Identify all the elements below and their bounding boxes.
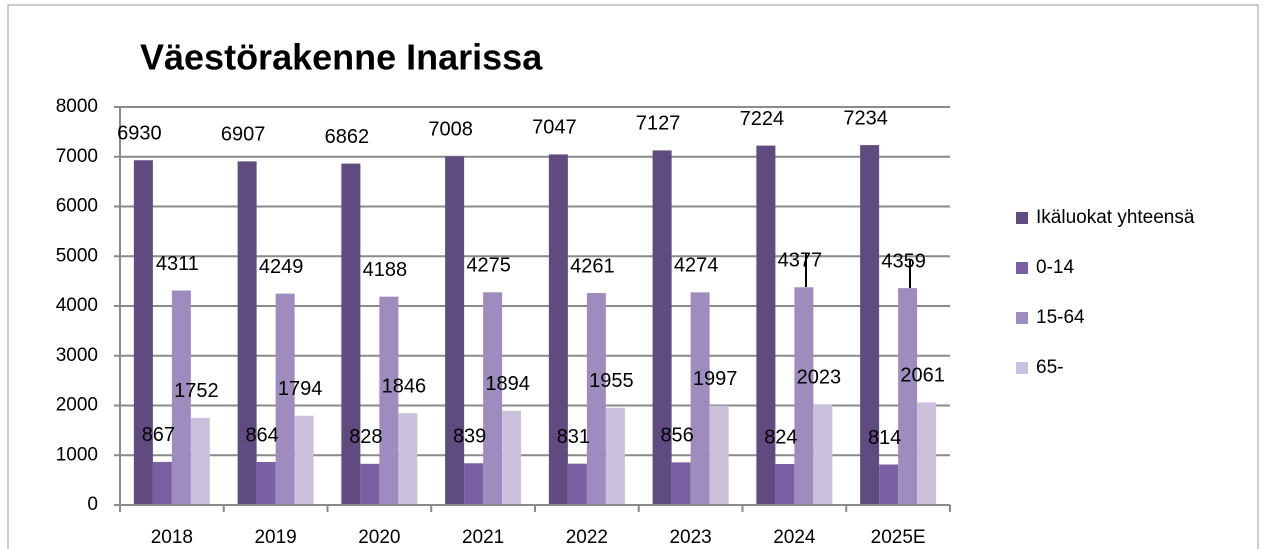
bar	[652, 150, 672, 505]
legend-label: Ikäluokat yhteensä	[1036, 207, 1195, 228]
data-label: 2023	[797, 367, 842, 389]
x-tick-label: 2022	[566, 527, 608, 548]
bar	[860, 145, 880, 505]
y-tick-label: 6000	[56, 196, 98, 217]
legend-label: 0-14	[1036, 257, 1074, 278]
bar	[775, 464, 795, 505]
bar	[879, 464, 899, 505]
bar	[794, 287, 814, 505]
bar	[502, 410, 522, 505]
data-label: 828	[349, 426, 382, 448]
y-tick-label: 3000	[56, 345, 98, 366]
bar	[445, 156, 465, 506]
bar	[709, 405, 729, 505]
bar	[917, 402, 937, 505]
data-label: 1846	[382, 375, 427, 397]
data-label: 1997	[693, 368, 738, 390]
data-label: 2061	[900, 365, 945, 387]
bar	[237, 161, 257, 505]
chart-frame	[7, 4, 1259, 549]
bar	[398, 413, 418, 505]
x-tick-label: 2025E	[871, 527, 926, 548]
data-label: 864	[245, 424, 278, 446]
data-label: 4359	[881, 250, 926, 272]
data-label: 824	[764, 426, 797, 448]
y-tick-label: 4000	[56, 295, 98, 316]
data-label: 4261	[570, 255, 615, 277]
bar	[341, 163, 361, 506]
y-tick-label: 1000	[56, 444, 98, 465]
data-label: 7224	[740, 108, 785, 130]
data-label: 7234	[843, 107, 888, 129]
y-tick-label: 7000	[56, 146, 98, 167]
y-tick-label: 2000	[56, 395, 98, 416]
x-tick-label: 2023	[669, 527, 711, 548]
x-tick-label: 2021	[462, 527, 504, 548]
bar	[586, 293, 606, 505]
legend-swatch	[1016, 362, 1028, 374]
data-label: 6907	[221, 124, 266, 146]
x-tick-label: 2024	[773, 527, 816, 548]
bar	[133, 160, 153, 506]
legend-swatch	[1016, 262, 1028, 274]
legend-label: 65-	[1036, 357, 1063, 378]
bar	[171, 290, 191, 505]
data-label: 1894	[485, 373, 530, 395]
bar	[256, 462, 276, 505]
data-label: 7047	[532, 117, 577, 139]
data-label: 1752	[174, 380, 219, 402]
legend-swatch	[1016, 312, 1028, 324]
data-label: 4274	[674, 255, 719, 277]
bar	[379, 296, 399, 505]
bar	[152, 461, 172, 505]
x-tick-label: 2019	[254, 527, 296, 548]
legend-swatch	[1016, 212, 1028, 224]
bar	[360, 463, 380, 505]
data-label: 6862	[325, 126, 370, 148]
bar	[605, 407, 625, 505]
y-tick-label: 5000	[56, 245, 98, 266]
data-label: 814	[868, 427, 901, 449]
data-label: 1955	[589, 370, 634, 392]
data-label: 4249	[259, 256, 304, 278]
bar	[690, 292, 710, 505]
bar	[190, 417, 210, 505]
bar	[671, 462, 691, 505]
data-label: 839	[453, 426, 486, 448]
bar	[294, 415, 314, 505]
data-label: 6930	[117, 123, 162, 145]
data-label: 856	[660, 425, 693, 447]
data-label: 7008	[428, 119, 473, 141]
bar	[548, 154, 568, 505]
y-tick-label: 8000	[56, 96, 98, 117]
bar	[567, 463, 587, 505]
x-tick-label: 2020	[358, 527, 400, 548]
chart-title: Väestörakenne Inarissa	[140, 37, 543, 78]
data-label: 4188	[363, 259, 408, 281]
data-label: 4311	[156, 253, 199, 275]
y-tick-label: 0	[87, 494, 98, 515]
bar	[898, 288, 918, 505]
bar	[756, 145, 776, 505]
data-label: 831	[557, 426, 590, 448]
bar	[275, 293, 295, 505]
data-label: 1794	[278, 378, 323, 400]
legend-label: 15-64	[1036, 307, 1085, 328]
x-tick-label: 2018	[151, 527, 193, 548]
bar	[464, 463, 484, 505]
data-label: 867	[142, 424, 175, 446]
bar	[813, 404, 833, 505]
data-label: 4377	[778, 250, 823, 272]
data-label: 4275	[466, 255, 511, 277]
data-label: 7127	[636, 113, 681, 135]
bar	[483, 292, 503, 505]
